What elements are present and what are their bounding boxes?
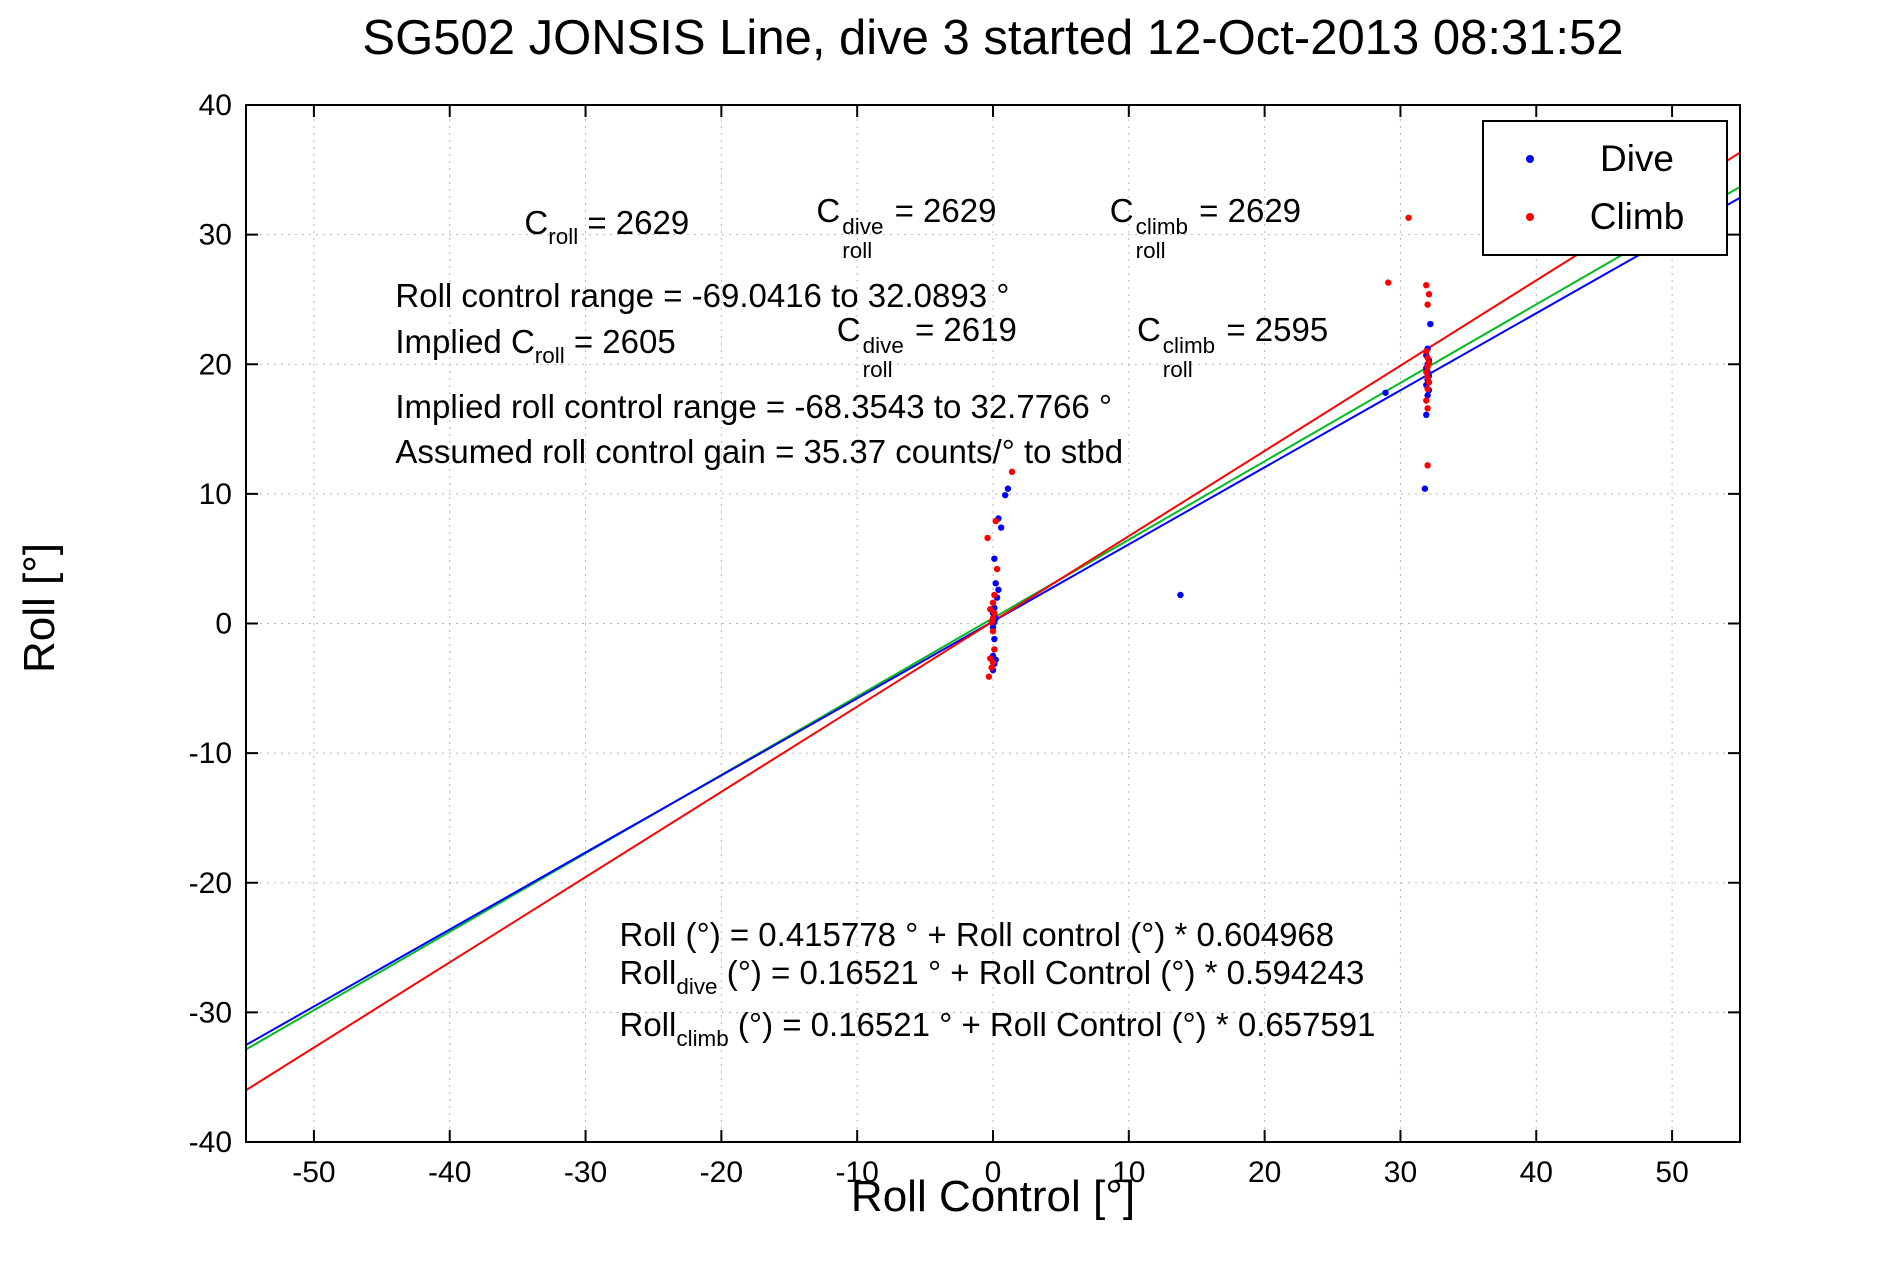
y-tick-label: -20 <box>189 867 232 900</box>
dive-point <box>1423 411 1430 419</box>
x-tick-label: 20 <box>1248 1156 1281 1189</box>
climb-point <box>1423 281 1430 289</box>
legend-label-dive: Dive <box>1599 138 1675 179</box>
climb-point <box>987 606 994 613</box>
climb-point <box>1424 462 1431 469</box>
climb-point <box>1385 279 1392 286</box>
x-axis-label: Roll Control [°] <box>850 1172 1136 1221</box>
climb-point <box>989 615 997 622</box>
y-tick-label: 0 <box>215 608 232 641</box>
climb-point <box>991 609 998 617</box>
climb-point <box>993 565 1001 573</box>
y-tick-label: 30 <box>199 219 232 252</box>
legend-item-dive: Dive <box>1484 130 1726 188</box>
legend-label-climb: Climb <box>1589 196 1685 237</box>
dive-point <box>1421 485 1429 492</box>
dive-point <box>992 580 999 587</box>
climb-point <box>1425 291 1433 298</box>
legend: Dive Climb <box>1482 120 1728 256</box>
x-tick-label: -10 <box>836 1156 879 1189</box>
climb-point <box>1424 354 1431 361</box>
climb-point <box>989 628 997 635</box>
x-tick-label: -30 <box>564 1156 607 1189</box>
x-tick-label: -40 <box>428 1156 471 1189</box>
climb-point <box>1405 214 1412 221</box>
climb-point <box>992 517 999 525</box>
climb-point <box>984 534 991 542</box>
climb-point <box>1425 379 1433 386</box>
y-tick-label: 20 <box>199 348 232 381</box>
dive-point <box>1424 392 1431 399</box>
y-tick-label: 10 <box>199 478 232 511</box>
climb-point <box>1423 368 1430 376</box>
climb-point <box>991 646 998 653</box>
x-tick-label: 0 <box>985 1156 1002 1189</box>
climb-point <box>985 673 993 680</box>
x-tick-label: 10 <box>1112 1156 1145 1189</box>
climb-point <box>988 664 995 671</box>
dive-point <box>1427 320 1434 328</box>
climb-point <box>1424 385 1431 393</box>
climb-point <box>991 591 998 599</box>
x-tick-label: -20 <box>700 1156 743 1189</box>
x-tick-label: 30 <box>1384 1156 1417 1189</box>
x-tick-label: -50 <box>292 1156 335 1189</box>
y-tick-label: -30 <box>189 996 232 1029</box>
climb-point <box>1425 359 1433 367</box>
x-tick-label: 50 <box>1655 1156 1688 1189</box>
dive-point <box>991 555 998 562</box>
climb-point <box>989 599 997 606</box>
climb-marker-icon <box>1498 213 1562 221</box>
climb-point <box>1008 468 1016 476</box>
climb-point <box>1423 397 1430 404</box>
climb-point <box>1423 348 1430 355</box>
climb-point <box>1424 374 1431 381</box>
dive-point <box>995 586 1002 593</box>
legend-item-climb: Climb <box>1484 188 1726 246</box>
dive-point <box>1177 591 1184 599</box>
climb-point <box>987 655 994 662</box>
y-tick-label: 40 <box>199 89 232 122</box>
y-tick-label: -40 <box>189 1126 232 1159</box>
dive-point <box>997 524 1005 531</box>
climb-point <box>1424 405 1431 412</box>
climb-point <box>1424 301 1431 308</box>
chart-title: SG502 JONSIS Line, dive 3 started 12-Oct… <box>362 11 1624 65</box>
dive-point <box>991 635 998 643</box>
dive-marker-icon <box>1498 155 1562 163</box>
dive-point <box>1382 389 1389 396</box>
y-tick-label: -10 <box>189 737 232 770</box>
x-tick-label: 40 <box>1520 1156 1553 1189</box>
y-axis-label: Roll [°] <box>15 542 64 674</box>
dive-point <box>1002 491 1009 499</box>
dive-point <box>1004 485 1012 492</box>
